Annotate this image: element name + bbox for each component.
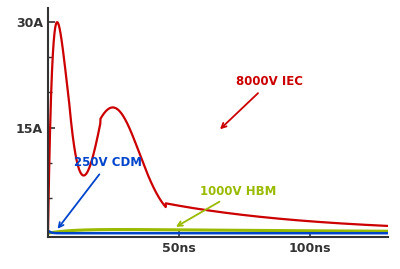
Text: 250V CDM: 250V CDM	[59, 156, 142, 227]
Text: 1000V HBM: 1000V HBM	[178, 185, 276, 226]
Text: 8000V IEC: 8000V IEC	[222, 76, 303, 128]
